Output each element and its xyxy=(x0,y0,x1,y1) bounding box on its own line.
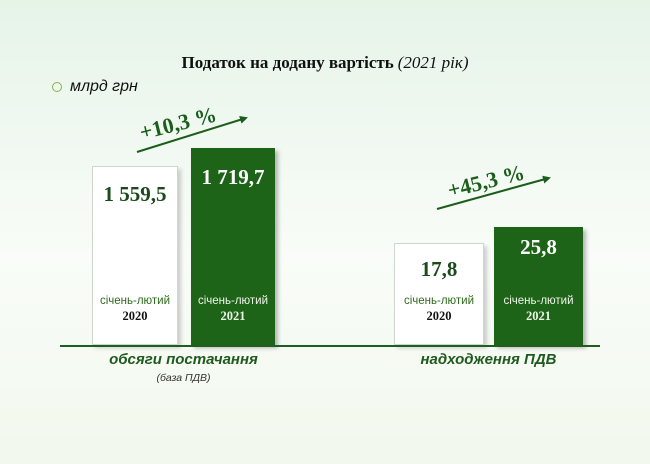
bar-period-label: січень-лютий 2020 xyxy=(92,294,178,324)
bar-value-label: 25,8 xyxy=(520,235,557,259)
bar-value-label: 1 719,7 xyxy=(201,165,265,189)
period-text: січень-лютий xyxy=(403,295,475,307)
chart-subtitle: (2021 рік) xyxy=(397,53,469,72)
unit-legend: млрд грн xyxy=(52,78,138,96)
bar-period-label: січень-лютий 2020 xyxy=(394,294,484,324)
bar-value-label: 1 559,5 xyxy=(103,182,167,206)
period-text: січень-лютий xyxy=(197,295,269,307)
unit-label: млрд грн xyxy=(70,78,138,95)
bar-supply-2021 xyxy=(191,148,275,345)
period-text: січень-лютий xyxy=(503,295,574,307)
group-label-supply: обсяги постачання xyxy=(109,351,258,368)
chart-title: Податок на додану вартість (2021 рік) xyxy=(0,53,650,73)
circle-bullet-icon xyxy=(52,82,62,92)
bar-period-label: січень-лютий 2021 xyxy=(191,294,275,324)
bar-period-label: січень-лютий 2021 xyxy=(494,294,583,324)
group-label-vat: надходження ПДВ xyxy=(420,351,557,368)
year-text: 2020 xyxy=(122,309,148,323)
chart-baseline xyxy=(60,345,600,347)
year-text: 2021 xyxy=(526,309,551,323)
bar-supply-2020 xyxy=(92,166,178,345)
growth-arrow-2 xyxy=(436,175,551,210)
year-text: 2021 xyxy=(220,309,246,323)
group-note-supply: (база ПДВ) xyxy=(156,372,211,384)
bar-value-label: 17,8 xyxy=(420,257,458,281)
year-text: 2020 xyxy=(426,309,452,323)
chart-title-text: Податок на додану вартість xyxy=(181,53,394,72)
period-text: січень-лютий xyxy=(99,295,171,307)
growth-arrow-1 xyxy=(136,115,248,153)
bar-vat-2021 xyxy=(494,227,583,345)
bar-vat-2020 xyxy=(394,243,484,345)
